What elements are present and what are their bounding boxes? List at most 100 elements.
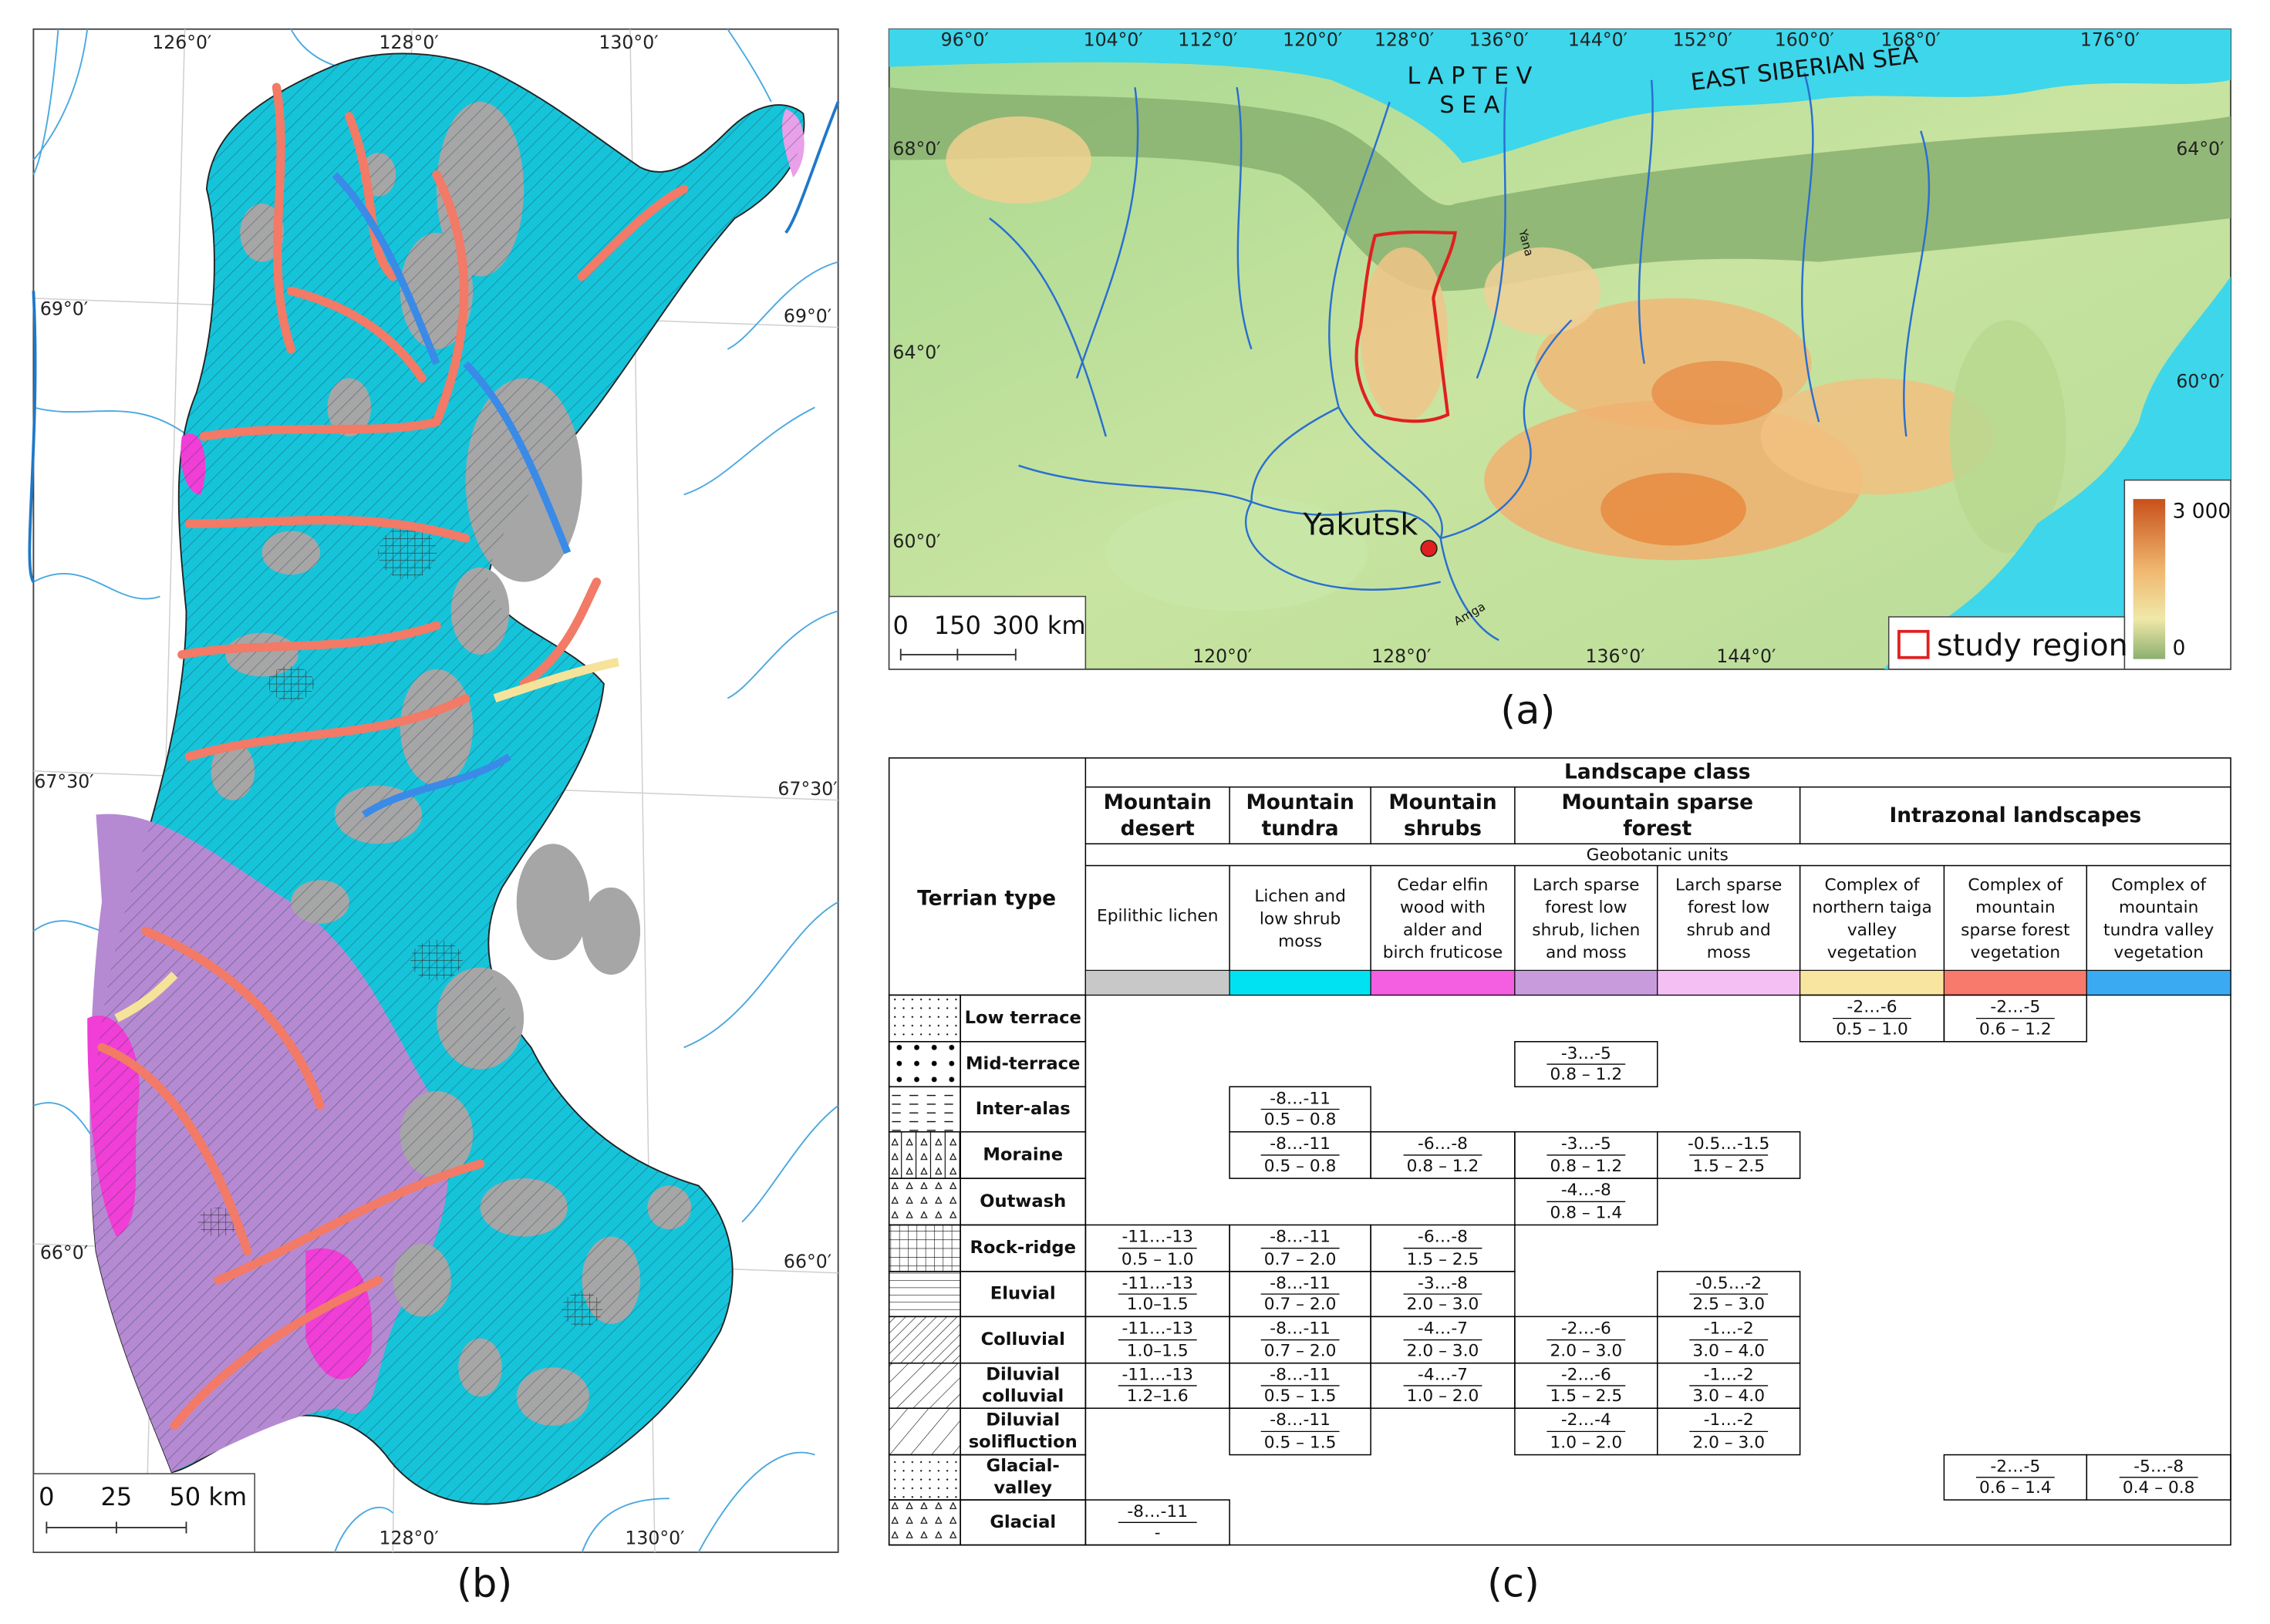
lat-label: 64°0′ [2176,138,2224,160]
unit-header: Complex of [2111,875,2207,895]
terrain-label: Rock-ridge [970,1238,1076,1258]
value-cell [1514,1178,1658,1226]
class-header: Mountain [1388,790,1496,814]
valley-line [170,1275,383,1430]
river [1245,501,1441,591]
elevation-label: 3 000 [2173,500,2231,524]
scale-box [888,595,1087,670]
lon-label: 144°0′ [1568,29,1627,50]
unit-header: low shrub [1260,909,1341,928]
unit-header: Complex of [1825,875,1921,895]
temperature-range: -1…-2 [1704,1366,1754,1385]
class-header: tundra [1262,817,1339,841]
river [1903,130,1931,437]
thaw-depth-range: 0.8 – 1.4 [1550,1203,1623,1222]
valley-line [140,926,325,1110]
elevation-ramp [2133,499,2166,659]
panel-label: (a) [1500,688,1555,733]
unit-color [1084,969,1230,996]
temperature-range: -3…-5 [1561,1134,1611,1154]
lon-label: 144°0′ [1716,645,1776,667]
terrain-icon [888,1362,961,1409]
terrain-label: Colluvial [981,1329,1065,1349]
temperature-range: -11…-13 [1122,1319,1193,1338]
unit-header: forest low [1545,898,1627,918]
temperature-range: -8…-11 [1270,1134,1331,1154]
thaw-depth-range: 1.0 – 2.0 [1407,1386,1479,1406]
thaw-depth-range: 0.8 – 1.2 [1407,1157,1479,1176]
thaw-depth-range: 2.0 – 3.0 [1407,1295,1479,1314]
valley-line [199,417,441,441]
river-main [28,291,37,583]
value-cell [1514,1041,1658,1088]
valley-line [286,286,427,383]
unit-header: tundra valley [2103,921,2214,940]
legend-label: study region [1937,628,2128,663]
river [683,406,815,496]
river [683,901,839,1049]
unit-header: alder and [1403,921,1482,940]
table-frame [888,757,2231,1546]
city-label: Yakutsk [1302,507,1418,542]
lon-label: 120°0′ [1192,645,1252,667]
thaw-depth-range: 0.5 – 0.8 [1264,1110,1337,1130]
thaw-depth-range: 1.5 – 2.5 [1407,1250,1479,1269]
unit-header: vegetation [1827,943,1918,962]
valley-line [272,83,295,354]
gray-patch [516,844,590,961]
unit-header: moss [1278,932,1322,952]
unit-header: shrub and [1687,921,1771,940]
blue-valley [362,753,511,818]
thaw-depth-range: 1.0–1.5 [1127,1295,1189,1314]
terrain-icon [888,1316,961,1364]
unit-header: vegetation [2113,943,2204,962]
temperature-range: -3…-8 [1418,1274,1468,1293]
lon-label: 130°0′ [625,1527,684,1548]
unit-header: birch fruticose [1383,943,1503,962]
temperature-range: -2…-6 [1847,997,1897,1016]
relief [1651,360,1783,425]
scale-label: 50 km [169,1482,247,1511]
lat-label: 68°0′ [892,138,940,160]
valley-line [184,693,471,761]
blue-valley [463,361,572,554]
river [741,1105,839,1223]
lat-label: 67°30′ [777,778,837,800]
lon-label: 96°0′ [941,29,989,50]
river [727,29,772,103]
sea-label: S E A [1439,92,1499,119]
lon-label: 168°0′ [1880,29,1940,50]
thaw-depth-range: 3.0 – 4.0 [1692,1342,1765,1361]
lon-label: 152°0′ [1673,29,1732,50]
unit-header: Complex of [1968,875,2063,895]
header: Geobotanic units [1587,845,1729,864]
relief [1949,320,2066,553]
unit-header: Larch sparse [1533,875,1639,895]
thaw-depth-range: 0.7 – 2.0 [1264,1295,1337,1314]
lon-label: 136°0′ [1469,29,1529,50]
valley-line [97,1043,252,1256]
lon-label: 112°0′ [1178,29,1237,50]
thaw-depth-range: 2.0 – 3.0 [1550,1342,1623,1361]
river-main [784,101,840,234]
terrain-label: Glacial- [987,1456,1060,1476]
scale-label: 0 [893,611,909,640]
terrain-label: Moraine [983,1144,1063,1164]
temperature-range: -11…-13 [1122,1366,1193,1385]
lat-label: 60°0′ [892,531,940,552]
sea-north [889,29,2231,163]
lon-label: 128°0′ [1374,29,1434,50]
thaw-depth-range: 0.5 – 1.5 [1264,1433,1337,1452]
river [32,29,59,175]
valley-line [184,515,471,543]
thaw-depth-range: 2.0 – 3.0 [1692,1433,1765,1452]
temperature-range: -8…-11 [1127,1502,1188,1521]
lat-label: 69°0′ [40,298,88,319]
lat-label: 67°30′ [34,770,93,792]
thaw-depth-range: 1.0–1.5 [1127,1342,1189,1361]
unit-header: wood with [1400,898,1486,918]
unit-color [1229,969,1371,996]
lat-label: 66°0′ [40,1242,88,1264]
scale-bar [46,1521,187,1534]
